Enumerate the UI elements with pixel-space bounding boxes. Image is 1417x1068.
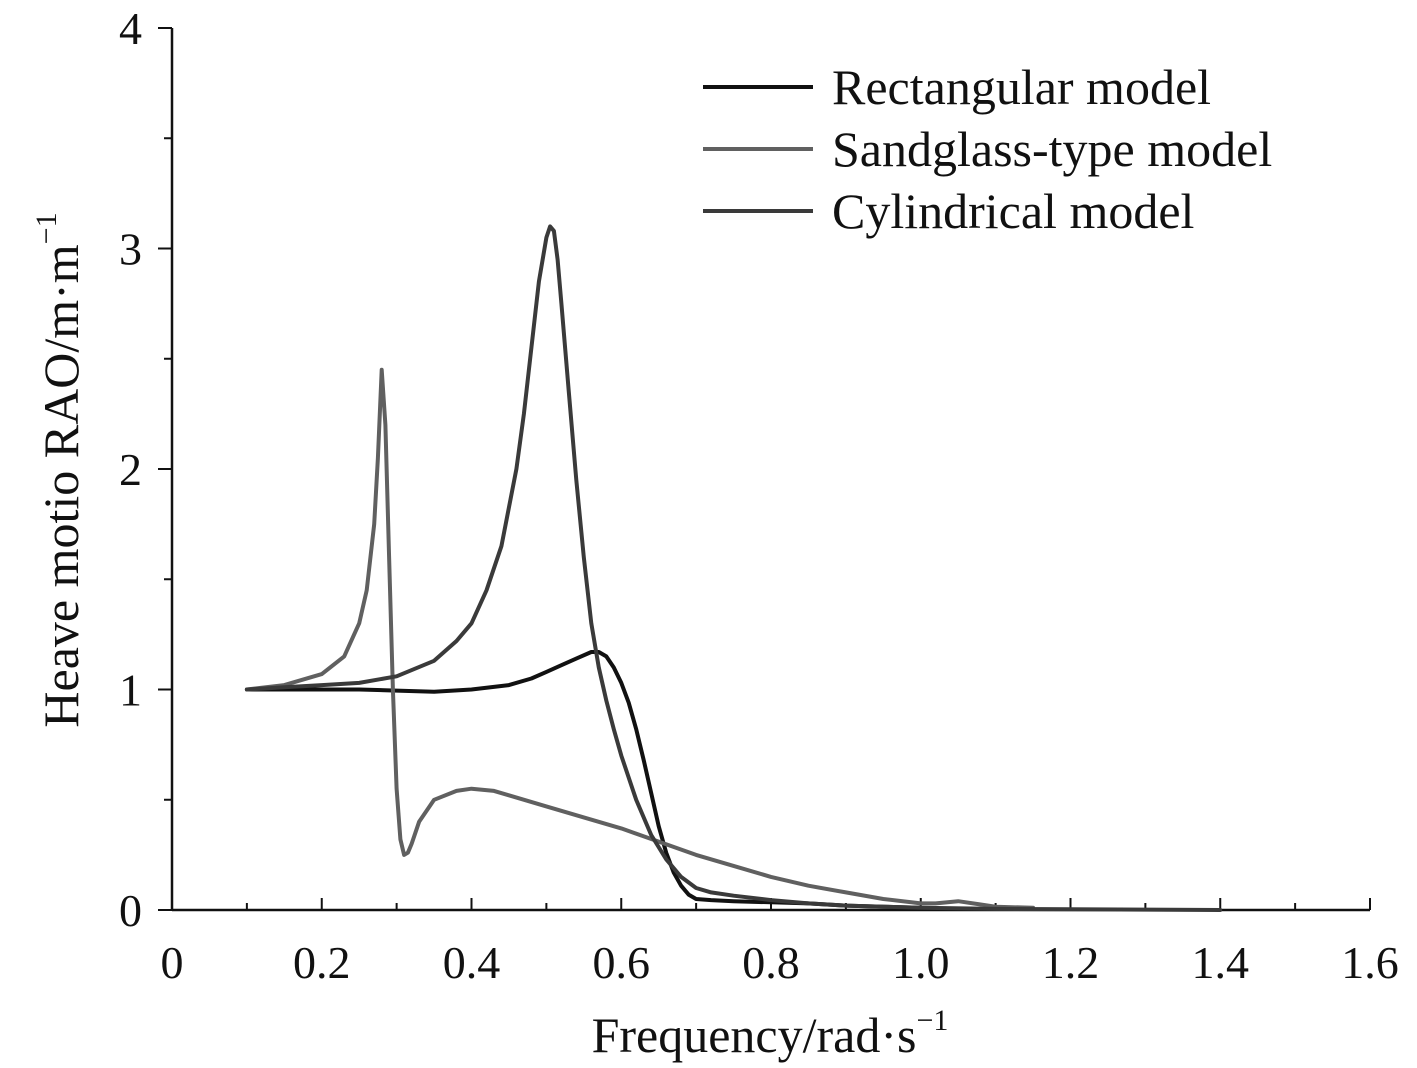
legend-label: Rectangular model [832, 59, 1211, 115]
legend-label: Sandglass-type model [832, 121, 1272, 177]
legend-label: Cylindrical model [832, 183, 1194, 239]
y-tick-label: 0 [119, 885, 142, 936]
x-tick-label: 0.8 [742, 937, 800, 988]
legend: Rectangular model Sandglass-type model Cyl… [703, 59, 1272, 239]
x-tick-label: 1.0 [892, 937, 950, 988]
series-line-cylindrical-model [244, 224, 1223, 912]
x-tick-label: 1.2 [1042, 937, 1100, 988]
x-tick-label: 1.4 [1192, 937, 1250, 988]
series-line-rectangular-model [244, 650, 923, 910]
y-axis-title: Heave motio RAO/m·m−1 [30, 212, 89, 727]
y-tick-label: 4 [119, 3, 142, 54]
y-tick-label: 2 [119, 444, 142, 495]
x-axis-title: Frequency/rad·s−1 [592, 1004, 949, 1063]
axes-layer: 0 0.2 0.4 0.6 0.8 1.0 1.2 1.4 1.6 0 1 2 3 4 [119, 3, 1399, 988]
series-layer [244, 224, 1223, 912]
y-tick-label: 3 [119, 224, 142, 275]
x-tick-label: 1.6 [1341, 937, 1399, 988]
x-tick-label: 0.2 [293, 937, 351, 988]
x-tick-label: 0 [161, 937, 184, 988]
x-tick-label: 0.6 [593, 937, 651, 988]
series-line-sandglass-type-model [244, 367, 1036, 910]
x-tick-label: 0.4 [443, 937, 501, 988]
y-tick-label: 1 [119, 665, 142, 716]
